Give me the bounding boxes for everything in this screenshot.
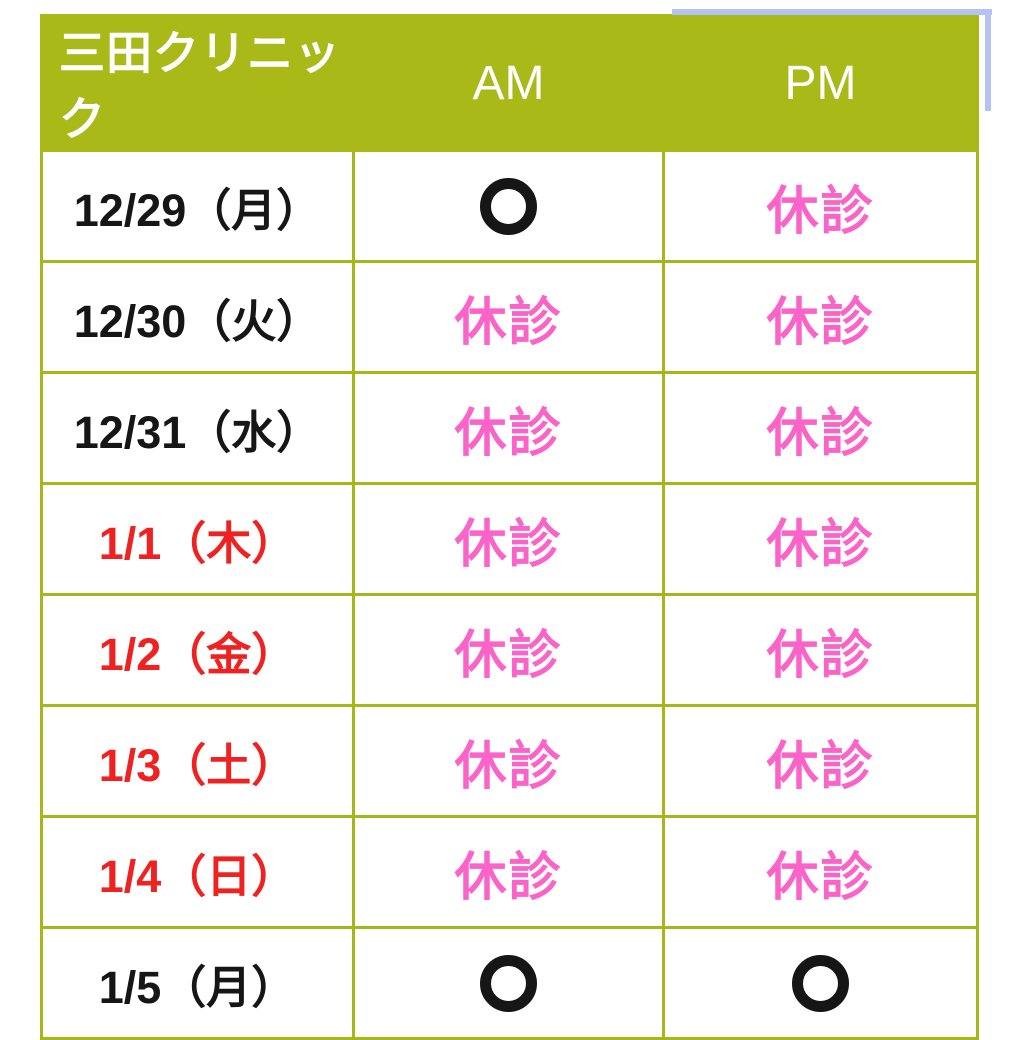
closed-label: 休診 [766,293,875,352]
closed-label: 休診 [766,182,875,241]
table-row: 12/30（火） 休診 休診 [40,260,979,374]
table-row: 12/29（月） 休診 [40,149,979,263]
am-column-header: AM [352,14,665,152]
am-status-cell [352,149,665,263]
closed-label: 休診 [454,404,563,463]
closed-label: 休診 [454,293,563,352]
table-header: 三田クリニック AM PM [40,14,979,152]
pm-status-cell [662,926,979,1040]
closed-label: 休診 [766,515,875,574]
am-status-cell: 休診 [352,815,665,929]
date-cell: 12/30（火） [40,260,355,374]
am-status-cell: 休診 [352,371,665,485]
closed-label: 休診 [766,848,875,907]
table-row: 1/4（日） 休診 休診 [40,815,979,929]
header-row: 三田クリニック AM PM [40,14,979,152]
closed-label: 休診 [766,737,875,796]
closed-label: 休診 [766,404,875,463]
pm-status-cell: 休診 [662,371,979,485]
selection-outline-top [672,9,992,15]
date-cell: 12/31（水） [40,371,355,485]
open-circle-symbol [480,954,537,1012]
schedule-body: 12/29（月） 休診 12/30（火） 休診 休診 12/31（水） 休診 休診 1/1（木）… [40,149,979,1040]
pm-status-cell: 休診 [662,482,979,596]
closed-label: 休診 [454,737,563,796]
pm-status-cell: 休診 [662,704,979,818]
date-cell: 1/1（木） [40,482,355,596]
date-cell: 1/2（金） [40,593,355,707]
table-row: 1/1（木） 休診 休診 [40,482,979,596]
open-circle-symbol [792,954,849,1012]
table-row: 1/3（土） 休診 休診 [40,704,979,818]
am-status-cell: 休診 [352,482,665,596]
date-cell: 1/3（土） [40,704,355,818]
closed-label: 休診 [454,515,563,574]
table-row: 1/2（金） 休診 休診 [40,593,979,707]
date-cell: 1/5（月） [40,926,355,1040]
open-circle-symbol [480,177,537,235]
table-row: 12/31（水） 休診 休診 [40,371,979,485]
pm-status-cell: 休診 [662,260,979,374]
closed-label: 休診 [454,848,563,907]
date-cell: 12/29（月） [40,149,355,263]
pm-status-cell: 休診 [662,149,979,263]
pm-column-header: PM [662,14,979,152]
table-row: 1/5（月） [40,926,979,1040]
selection-outline-right [985,9,991,111]
am-status-cell: 休診 [352,704,665,818]
pm-status-cell: 休診 [662,815,979,929]
pm-status-cell: 休診 [662,593,979,707]
closed-label: 休診 [454,626,563,685]
am-status-cell [352,926,665,1040]
am-status-cell: 休診 [352,260,665,374]
date-cell: 1/4（日） [40,815,355,929]
am-status-cell: 休診 [352,593,665,707]
clinic-schedule-table: 三田クリニック AM PM 12/29（月） 休診 12/30（火） 休診 休診 12/3… [40,14,979,1040]
clinic-name-header: 三田クリニック [40,14,355,152]
closed-label: 休診 [766,626,875,685]
